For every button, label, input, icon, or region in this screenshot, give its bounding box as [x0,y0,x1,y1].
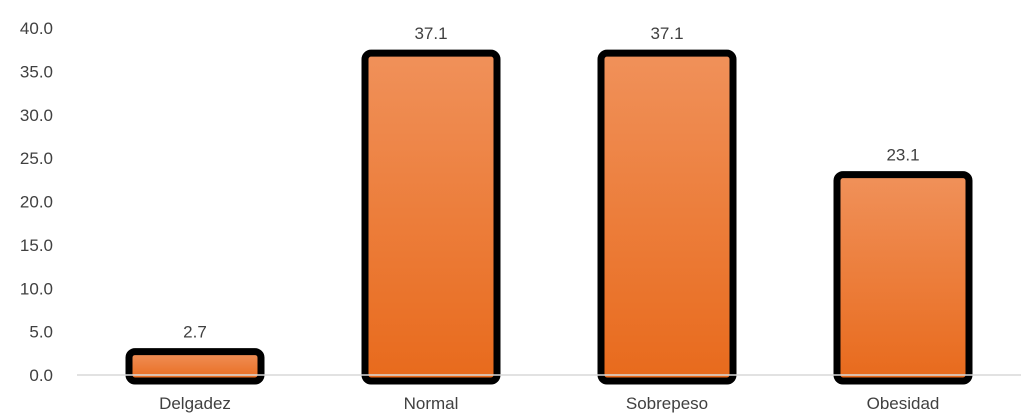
data-label-sobrepeso: 37.1 [650,24,683,43]
data-label-delgadez: 2.7 [183,323,207,342]
category-labels: Delgadez Normal Sobrepeso Obesidad [159,394,939,413]
y-tick-label: 30.0 [20,106,53,125]
bar-sobrepeso [597,49,737,385]
y-tick-label: 5.0 [29,323,53,342]
y-tick-label: 20.0 [20,193,53,212]
y-tick-label: 0.0 [29,366,53,385]
y-tick-label: 15.0 [20,236,53,255]
y-tick-label: 10.0 [20,279,53,298]
bar-normal [361,49,501,385]
y-axis-ticks: 0.0 5.0 10.0 15.0 20.0 25.0 30.0 35.0 40.0 [20,19,53,385]
bar-obesidad [833,171,973,385]
data-label-normal: 37.1 [414,24,447,43]
category-label-normal: Normal [404,394,459,413]
data-labels: 2.7 37.1 37.1 23.1 [183,24,919,341]
bar-delgadez [125,348,265,385]
data-label-obesidad: 23.1 [886,146,919,165]
category-label-obesidad: Obesidad [867,394,940,413]
y-tick-label: 35.0 [20,62,53,81]
category-label-sobrepeso: Sobrepeso [626,394,708,413]
category-label-delgadez: Delgadez [159,394,231,413]
bars [125,49,973,385]
y-tick-label: 40.0 [20,19,53,38]
y-tick-label: 25.0 [20,149,53,168]
